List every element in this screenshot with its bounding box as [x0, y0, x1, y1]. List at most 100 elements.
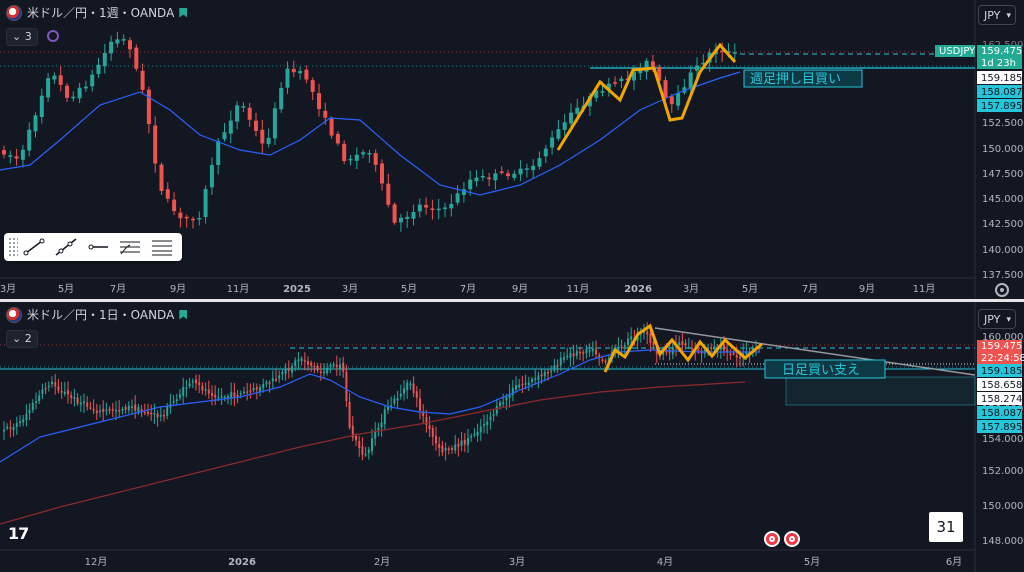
candle-body: [339, 364, 341, 369]
candle-body: [524, 168, 529, 170]
candle-body: [676, 93, 681, 106]
calendar-day-badge[interactable]: 31: [929, 512, 963, 542]
candle-body: [209, 165, 214, 188]
candle-body: [71, 96, 76, 99]
candle-body: [470, 435, 473, 438]
time-axis-label: 5月: [401, 283, 417, 295]
settings-gear-icon[interactable]: [995, 283, 1009, 297]
candle-body: [191, 218, 195, 221]
weekly-symbol-title[interactable]: 米ドル／円・1週・OANDA: [27, 6, 175, 20]
candle-body: [383, 409, 386, 424]
candle-body: [543, 148, 548, 157]
candle-body: [619, 78, 624, 82]
trend-line-icon[interactable]: [18, 235, 50, 259]
candle-body: [518, 168, 523, 175]
candle-body: [638, 70, 643, 74]
candle-body: [556, 129, 561, 139]
candle-body: [228, 120, 233, 134]
weekly-chart-pane[interactable]: 週足押し目買い 152.500 150.000 147.500 145.000 142.5…: [0, 0, 1024, 299]
daily-level-label: 157.895: [981, 422, 1022, 433]
weekly-chart-canvas[interactable]: 週足押し目買い 152.500 150.000 147.500 145.000 142.5…: [0, 0, 1024, 299]
candle-body: [398, 217, 403, 223]
candle-body: [54, 382, 57, 387]
candle-body: [512, 173, 517, 178]
candle-body: [729, 353, 732, 356]
weekly-currency-select[interactable]: JPY: [978, 5, 1016, 26]
candle-body: [150, 412, 153, 415]
candle-body: [230, 392, 233, 398]
horizontal-ray-icon[interactable]: [82, 235, 114, 259]
candle-body: [307, 361, 309, 365]
daily-level-label: 158.658: [981, 380, 1022, 391]
candle-body: [27, 129, 32, 151]
indicator-status-icon[interactable]: [47, 30, 59, 42]
candle-body: [140, 70, 145, 90]
candle-body: [572, 353, 575, 357]
candle-body: [140, 409, 143, 411]
candle-body: [159, 415, 162, 417]
candle-body: [76, 397, 79, 404]
candle-body: [489, 416, 492, 421]
daily-chart-pane[interactable]: 日足買い支え160.000156.000154.000152.000150.00…: [0, 302, 1024, 572]
candle-body: [492, 414, 495, 416]
bookmark-icon[interactable]: [179, 7, 188, 18]
candle-body: [483, 424, 485, 426]
price-axis-tick: 150.000: [982, 144, 1023, 155]
time-axis-label: 5月: [742, 283, 758, 295]
candle-body: [449, 203, 454, 209]
candle-body: [131, 406, 133, 409]
candle-body: [8, 155, 13, 157]
candle-body: [487, 177, 492, 180]
candle-body: [159, 164, 164, 191]
candle-body: [284, 369, 287, 374]
candle-body: [348, 401, 351, 428]
candle-body: [216, 140, 221, 166]
daily-symbol-title[interactable]: 米ドル／円・1日・OANDA: [27, 308, 175, 322]
candle-body: [579, 351, 581, 354]
fib-icon[interactable]: [114, 235, 146, 259]
pane-separator[interactable]: [0, 299, 1024, 302]
candle-body: [90, 74, 95, 87]
candle-body: [22, 419, 25, 423]
weekly-indicators-toggle[interactable]: ⌄ 3: [6, 28, 38, 46]
candle-body: [67, 390, 69, 395]
candle-body: [556, 365, 559, 367]
economic-event-icon[interactable]: [784, 531, 800, 547]
candle-body: [534, 378, 537, 380]
candle-body: [695, 65, 699, 71]
candle-body: [428, 425, 431, 430]
candle-body: [531, 379, 533, 382]
candle-body: [460, 440, 463, 446]
candle-body: [109, 41, 114, 54]
daily-currency-select[interactable]: JPY: [978, 309, 1016, 330]
candle-body: [508, 393, 511, 399]
candle-body: [392, 204, 397, 223]
candle-body: [182, 387, 185, 396]
candle-body: [657, 66, 662, 81]
drag-handle-icon[interactable]: [8, 237, 18, 257]
candle-body: [506, 173, 510, 177]
daily-chart-canvas[interactable]: 日足買い支え160.000156.000154.000152.000150.00…: [0, 302, 1024, 572]
ray-icon[interactable]: [50, 235, 82, 259]
candle-body: [249, 390, 252, 392]
daily-indicators-toggle[interactable]: ⌄ 2: [6, 330, 38, 348]
parallel-lines-icon[interactable]: [146, 235, 178, 259]
candle-body: [723, 344, 725, 351]
candle-body: [396, 398, 399, 401]
candle-body: [310, 80, 315, 92]
candle-body: [95, 410, 98, 414]
time-axis-label: 9月: [512, 283, 528, 295]
economic-event-icon[interactable]: [764, 531, 780, 547]
weekly-level-label: 158.087: [981, 87, 1022, 98]
candle-body: [99, 410, 101, 412]
candle-body: [499, 171, 504, 173]
candle-body: [241, 106, 246, 108]
candle-body: [195, 379, 197, 384]
candle-body: [127, 405, 130, 411]
candle-body: [493, 173, 498, 181]
candle-body: [303, 360, 306, 362]
bookmark-icon[interactable]: [179, 309, 188, 320]
tradingview-logo-icon[interactable]: 17: [8, 524, 29, 543]
time-axis-label: 11月: [913, 283, 936, 295]
candle-body: [374, 431, 377, 439]
